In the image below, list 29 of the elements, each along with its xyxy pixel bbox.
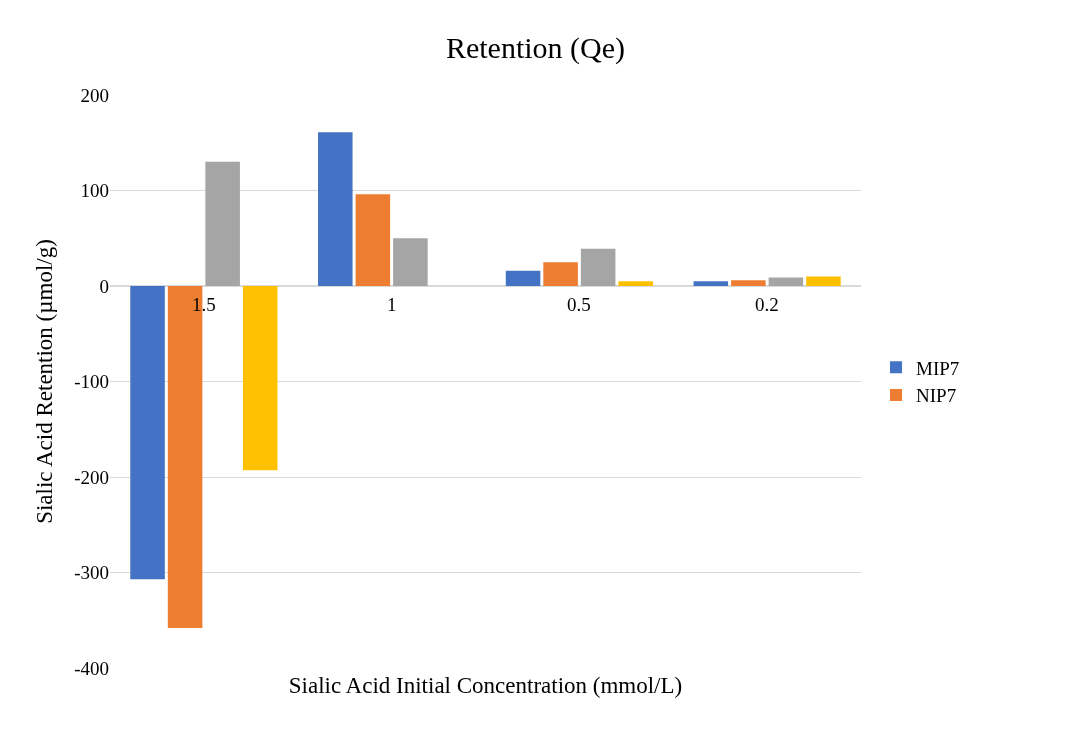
x-axis-title: Sialic Acid Initial Concentration (mmol/L) [288, 672, 683, 698]
x-tick-label: 0.5 [567, 294, 591, 315]
bar [318, 132, 353, 286]
y-tick-label: -100 [74, 371, 109, 393]
y-tick-label: 100 [80, 180, 109, 202]
bar [693, 281, 729, 286]
x-tick-label: 1 [387, 294, 397, 315]
bar [505, 270, 541, 286]
bar [393, 238, 428, 286]
y-tick-label: -400 [74, 657, 109, 679]
bar [768, 277, 804, 286]
bar [130, 286, 165, 580]
x-tick-label: 0.2 [755, 294, 779, 315]
legend-label: NIP7 [916, 385, 957, 407]
chart-title: Retention (Qe) [445, 30, 626, 65]
y-axis-title: Sialic Acid Retention (µmol/g) [31, 239, 57, 524]
bar [618, 281, 653, 286]
bar [806, 276, 841, 286]
bar [580, 248, 616, 286]
legend-label: MIP7 [916, 357, 960, 379]
bar [242, 286, 278, 471]
bar [731, 280, 766, 286]
y-tick-label: 0 [99, 275, 109, 297]
bar [543, 262, 578, 286]
bar [205, 161, 240, 286]
y-tick-label: -200 [74, 466, 109, 488]
y-tick-label: -300 [74, 562, 109, 584]
bar [355, 194, 391, 286]
y-tick-label: 200 [80, 84, 109, 106]
